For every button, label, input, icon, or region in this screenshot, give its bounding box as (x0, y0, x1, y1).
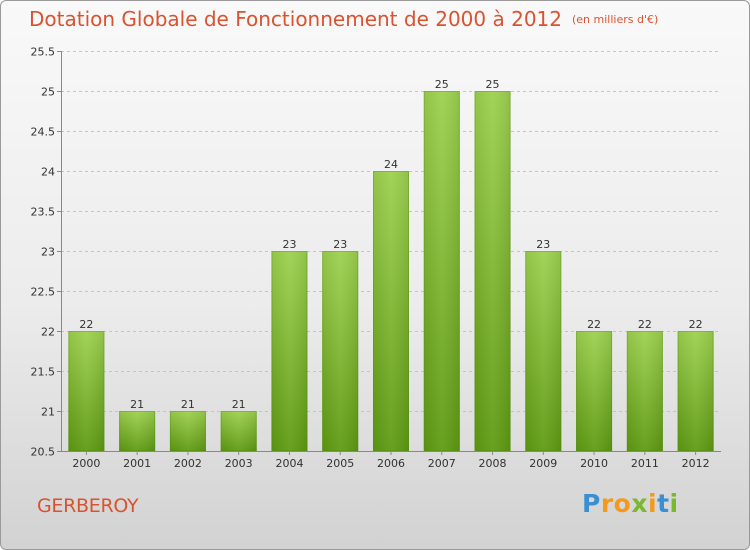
bar-value-label: 21 (232, 398, 246, 411)
bar-value-label: 21 (130, 398, 144, 411)
proxiti-logo: Proxiti (582, 489, 679, 518)
logo-letter: P (582, 489, 601, 518)
bar-value-label: 22 (638, 318, 652, 331)
chart-subtitle: (en milliers d'€) (572, 13, 659, 26)
bar-outline (423, 91, 460, 451)
bar-outline (220, 411, 257, 451)
x-tick-label: 2009 (529, 457, 557, 470)
chart-title: Dotation Globale de Fonctionnement de 20… (29, 7, 562, 31)
y-tick-label: 23 (41, 246, 55, 259)
bar-shading (626, 331, 663, 451)
bar-value-label: 21 (181, 398, 195, 411)
logo-letter: t (657, 489, 670, 518)
x-tick-label: 2004 (275, 457, 303, 470)
bar-outline (119, 411, 156, 451)
logo-letter: i (648, 489, 658, 518)
x-tick-label: 2005 (326, 457, 354, 470)
y-tick-label: 22.5 (31, 286, 56, 299)
x-tick-label: 2007 (428, 457, 456, 470)
bar-shading (525, 251, 562, 451)
bar-shading (220, 411, 257, 451)
x-tick-label: 2011 (631, 457, 659, 470)
y-tick-label: 21 (41, 406, 55, 419)
bar-outline (626, 331, 663, 451)
x-tick-label: 2000 (72, 457, 100, 470)
bar-value-label: 23 (282, 238, 296, 251)
y-tick-label: 25 (41, 86, 55, 99)
bar-value-label: 24 (384, 158, 398, 171)
axes (57, 51, 721, 455)
bar-shading (322, 251, 359, 451)
bar-shading (119, 411, 156, 451)
logo-letter: o (613, 489, 632, 518)
bar-outline (271, 251, 308, 451)
y-tick-label: 25.5 (31, 46, 56, 59)
bar-shading (677, 331, 714, 451)
bar-shading (68, 331, 105, 451)
commune-name: GERBEROY (37, 495, 139, 517)
bar-value-label: 25 (486, 78, 500, 91)
bar-value-label: 23 (536, 238, 550, 251)
bar-shading (169, 411, 206, 451)
bar-outline (576, 331, 613, 451)
x-tick-label: 2006 (377, 457, 405, 470)
bar-value-label: 22 (689, 318, 703, 331)
bar-value-label: 23 (333, 238, 347, 251)
bar-outline (322, 251, 359, 451)
bar-value-label: 22 (587, 318, 601, 331)
logo-letter: r (600, 489, 614, 518)
bar-value-label: 25 (435, 78, 449, 91)
x-tick-label: 2003 (225, 457, 253, 470)
bar-value-label: 22 (79, 318, 93, 331)
x-tick-label: 2002 (174, 457, 202, 470)
bar-shading (474, 91, 511, 451)
x-tick-label: 2008 (479, 457, 507, 470)
y-tick-label: 24.5 (31, 126, 56, 139)
bars-group (68, 91, 714, 451)
bar-outline (474, 91, 511, 451)
x-tick-label: 2012 (682, 457, 710, 470)
y-tick-label: 21.5 (31, 366, 56, 379)
bar-shading (271, 251, 308, 451)
bar-shading (373, 171, 409, 451)
logo-letter: x (631, 489, 648, 518)
bar-outline (525, 251, 562, 451)
y-tick-label: 22 (41, 326, 55, 339)
y-tick-label: 24 (41, 166, 55, 179)
bar-outline (677, 331, 714, 451)
x-tick-label: 2010 (580, 457, 608, 470)
bar-shading (423, 91, 460, 451)
bar-outline (68, 331, 105, 451)
y-tick-label: 23.5 (31, 206, 56, 219)
labels-group: 20.5 21 21.5 22 22.5 23 23.5 24 24.5 25 25.5 22 2000… (31, 46, 710, 471)
x-tick-label: 2001 (123, 457, 151, 470)
y-tick-label: 20.5 (31, 446, 56, 459)
chart-title-block: Dotation Globale de Fonctionnement de 20… (29, 7, 658, 31)
bar-outline (169, 411, 206, 451)
bar-outline (373, 171, 409, 451)
logo-letter: i (669, 489, 679, 518)
bar-shading (576, 331, 613, 451)
